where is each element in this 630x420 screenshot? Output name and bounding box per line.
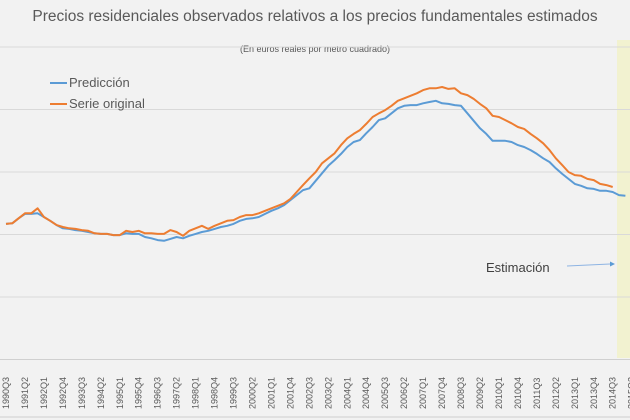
x-tick-label: 2001Q4 — [285, 377, 295, 409]
x-tick-label: 1991Q2 — [20, 377, 30, 409]
x-tick-label: 1992Q4 — [58, 377, 68, 409]
legend-item-serie-original: Serie original — [50, 96, 145, 111]
x-tick-label: 2005Q3 — [380, 377, 390, 409]
estimation-annotation: Estimación — [486, 260, 550, 275]
x-tick-label: 1995Q1 — [115, 377, 125, 409]
x-tick-label: 2014Q3 — [608, 377, 618, 409]
x-tick-label: 2004Q4 — [361, 377, 371, 409]
x-tick-label: 1996Q3 — [153, 377, 163, 409]
annotation-arrow — [566, 263, 611, 267]
estimation-band — [617, 40, 630, 358]
x-tick-label: 2012Q2 — [551, 377, 561, 409]
x-tick-label: 1995Q4 — [134, 377, 144, 409]
x-tick-label: 2004Q1 — [342, 377, 352, 409]
x-tick-label: 1992Q1 — [39, 377, 49, 409]
x-tick-label: 2008Q3 — [456, 377, 466, 409]
x-tick-label: 2007Q4 — [437, 377, 447, 409]
series-serie-original-line — [5, 86, 613, 237]
x-tick-label: 1994Q2 — [96, 377, 106, 409]
x-tick-label: 2011Q3 — [532, 378, 542, 409]
x-tick-label: 2009Q2 — [475, 377, 485, 409]
x-tick-label: 1990Q3 — [1, 377, 11, 409]
x-tick-label: 2000Q2 — [247, 377, 257, 409]
x-tick-label: 1998Q1 — [191, 377, 201, 409]
x-tick-label: 1993Q3 — [77, 377, 87, 409]
chart-subtitle: (En euros reales por metro cuadrado) — [239, 44, 391, 54]
x-tick-label: 1997Q2 — [172, 377, 182, 409]
x-tick-label: 2015Q2 — [627, 377, 630, 409]
x-tick-label: 2010Q4 — [513, 377, 523, 409]
legend-swatch-blue — [50, 81, 67, 84]
x-tick-label: 2007Q1 — [418, 377, 428, 409]
chart-title: Precios residenciales observados relativ… — [32, 8, 598, 25]
x-tick-label: 2001Q1 — [266, 377, 276, 409]
x-tick-label: 2006Q2 — [399, 377, 409, 409]
legend-item-prediccion: Predicción — [50, 75, 130, 90]
x-tick-label: 2010Q1 — [494, 377, 504, 409]
x-tick-label: 1998Q4 — [210, 377, 220, 409]
x-tick-label: 2013Q1 — [570, 377, 580, 409]
x-tick-label: 2002Q3 — [304, 377, 314, 409]
x-tick-label: 2003Q2 — [323, 377, 333, 409]
arrow-head-icon — [610, 261, 615, 267]
legend-label: Predicción — [69, 75, 130, 90]
x-tick-label: 1999Q3 — [229, 377, 239, 409]
legend-swatch-orange — [50, 102, 67, 105]
x-tick-label: 2013Q4 — [589, 377, 599, 409]
legend-label: Serie original — [69, 96, 145, 111]
